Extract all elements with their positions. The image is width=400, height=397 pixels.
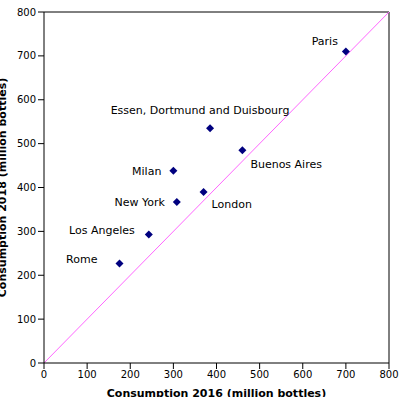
svg-text:Los Angeles: Los Angeles — [69, 224, 135, 237]
svg-text:0: 0 — [41, 369, 47, 380]
svg-text:100: 100 — [78, 369, 97, 380]
svg-text:London: London — [212, 198, 252, 211]
svg-text:Rome: Rome — [66, 253, 98, 266]
svg-text:Paris: Paris — [312, 35, 338, 48]
svg-text:Milan: Milan — [132, 165, 161, 178]
svg-text:300: 300 — [17, 226, 36, 237]
svg-text:600: 600 — [17, 94, 36, 105]
svg-text:200: 200 — [17, 270, 36, 281]
svg-text:Buenos Aires: Buenos Aires — [250, 158, 322, 171]
svg-text:800: 800 — [379, 369, 392, 380]
svg-text:Consumption 2018 (million bott: Consumption 2018 (million bottles) — [8, 78, 9, 297]
svg-text:300: 300 — [164, 369, 183, 380]
svg-text:800: 800 — [17, 7, 36, 18]
svg-text:400: 400 — [17, 182, 36, 193]
svg-text:Consumption 2016 (million bott: Consumption 2016 (million bottles) — [107, 387, 326, 397]
svg-text:500: 500 — [250, 369, 269, 380]
svg-text:Essen, Dortmund and Duisbourg: Essen, Dortmund and Duisbourg — [111, 104, 290, 117]
svg-text:200: 200 — [121, 369, 140, 380]
svg-text:600: 600 — [293, 369, 312, 380]
svg-text:400: 400 — [207, 369, 226, 380]
svg-text:100: 100 — [17, 314, 36, 325]
svg-text:700: 700 — [17, 50, 36, 61]
svg-text:0: 0 — [30, 358, 36, 369]
svg-text:New York: New York — [114, 196, 165, 209]
svg-text:500: 500 — [17, 138, 36, 149]
svg-text:700: 700 — [336, 369, 355, 380]
